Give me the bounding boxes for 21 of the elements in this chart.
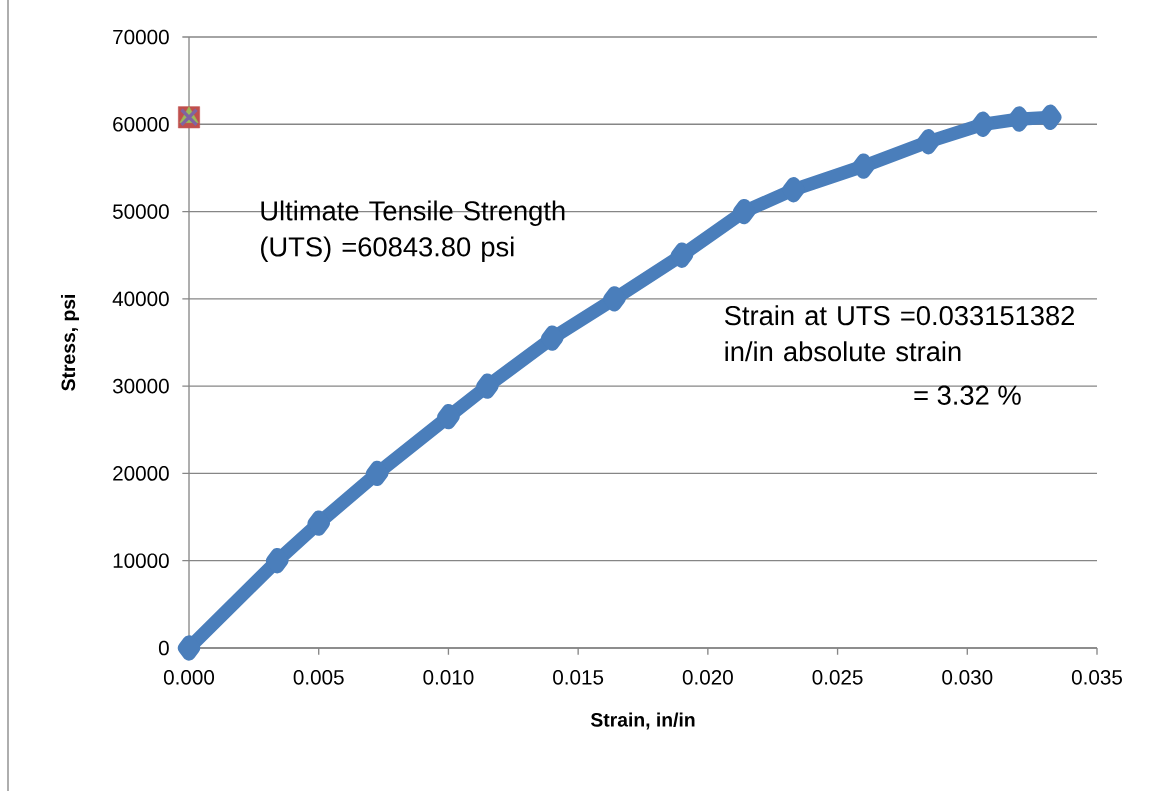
y-tick-label: 0: [158, 640, 169, 656]
x-axis-title: Strain, in/in: [590, 712, 695, 730]
x-tick-label: 0.020: [682, 670, 733, 685]
y-tick-label: 40000: [112, 291, 169, 307]
x-tick-label: 0.035: [1071, 670, 1122, 685]
y-axis-title: Stress, psi: [60, 294, 80, 391]
x-tick-label: 0.025: [812, 670, 863, 685]
y-tick-label: 50000: [112, 204, 169, 219]
y-tick-label: 60000: [113, 116, 169, 132]
annotation: = 3.32 %: [914, 385, 1021, 405]
x-tick-label: 0.000: [163, 670, 215, 685]
x-tick-label: 0.005: [293, 670, 344, 685]
y-tick-label: 30000: [112, 378, 169, 394]
annotation: Ultimate Tensile Strength (UTS) =60843.80 psi: [261, 200, 565, 262]
y-tick-label: 70000: [113, 29, 169, 45]
x-tick-label: 0.030: [942, 670, 993, 685]
x-tick-label: 0.015: [553, 670, 604, 685]
y-tick-label: 10000: [113, 553, 169, 569]
annotation: Strain at UTS =0.033151382 in/in absolute strain: [724, 305, 1075, 362]
y-tick-label: 20000: [113, 466, 169, 481]
x-tick-label: 0.010: [423, 670, 474, 685]
